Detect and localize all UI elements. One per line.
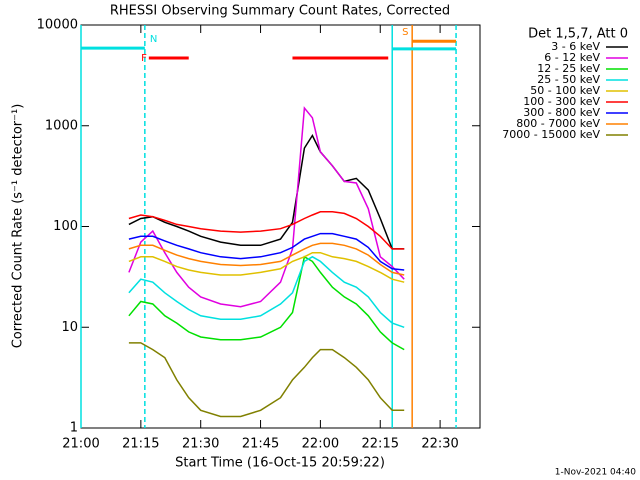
legend-label: 12 - 25 keV xyxy=(537,62,600,75)
legend-label: 100 - 300 keV xyxy=(523,95,600,108)
y-tick-label: 10 xyxy=(61,320,78,335)
x-tick-label: 22:30 xyxy=(421,437,458,452)
series-line xyxy=(128,133,405,250)
y-tick-label: 100 xyxy=(53,219,78,234)
series-line xyxy=(128,342,405,418)
flag-label: F xyxy=(141,53,147,64)
series-line xyxy=(128,255,405,351)
y-tick-label: 10000 xyxy=(37,18,78,33)
series-line xyxy=(128,211,405,250)
series-line xyxy=(128,106,405,308)
flag-label: S xyxy=(402,27,408,38)
legend-label: 300 - 800 keV xyxy=(523,106,600,119)
series-line xyxy=(128,232,405,271)
y-tick-label: 1 xyxy=(70,421,78,436)
series-line xyxy=(128,255,405,329)
x-tick-label: 22:15 xyxy=(362,437,399,452)
legend-title: Det 1,5,7, Att 0 xyxy=(528,27,628,42)
flag-label: N xyxy=(150,34,157,45)
x-axis-label: Start Time (16-Oct-15 20:59:22) xyxy=(175,456,385,471)
legend-label: 6 - 12 keV xyxy=(544,51,600,64)
legend-label: 3 - 6 keV xyxy=(551,40,600,53)
x-tick-label: 21:45 xyxy=(242,437,279,452)
legend-label: 7000 - 15000 keV xyxy=(502,128,600,141)
chart-title: RHESSI Observing Summary Count Rates, Co… xyxy=(110,4,450,19)
x-tick-label: 22:00 xyxy=(302,437,339,452)
legend-label: 50 - 100 keV xyxy=(530,84,600,97)
series-line xyxy=(128,242,405,276)
x-tick-label: 21:00 xyxy=(62,437,99,452)
series-line xyxy=(128,251,405,283)
x-tick-label: 21:30 xyxy=(182,437,219,452)
plot-frame xyxy=(80,24,481,429)
y-axis-label: Corrected Count Rate (s⁻¹ detector⁻¹) xyxy=(11,104,26,349)
timestamp: 1-Nov-2021 04:40 xyxy=(555,468,637,478)
y-tick-label: 1000 xyxy=(45,118,78,133)
x-tick-label: 21:15 xyxy=(122,437,159,452)
legend-label: 25 - 50 keV xyxy=(537,73,600,86)
legend-label: 800 - 7000 keV xyxy=(516,117,600,130)
